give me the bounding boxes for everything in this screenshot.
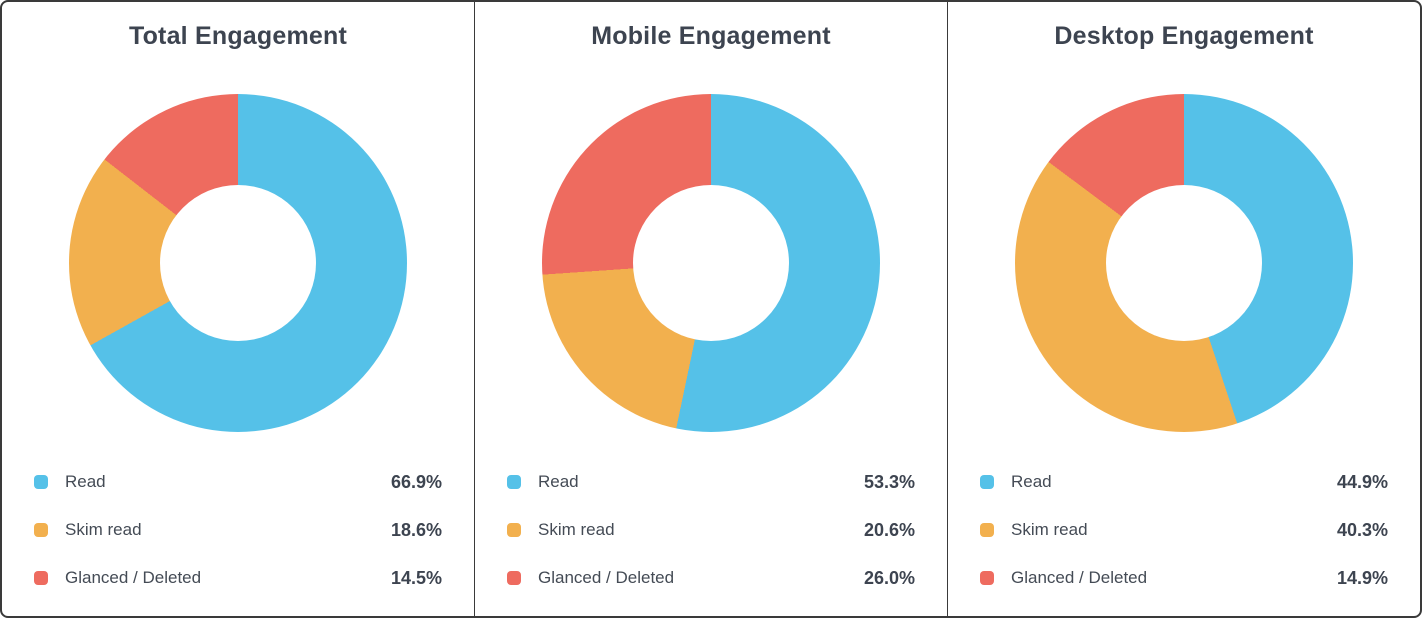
legend-value-skim-read: 18.6% bbox=[390, 519, 442, 540]
panel-total-engagement: Total Engagement Read 66.9% Skim read 18… bbox=[2, 2, 474, 616]
legend-desktop: Read 44.9% Skim read 40.3% Glanced / Del… bbox=[980, 458, 1388, 602]
legend-swatch-glanced-deleted-icon bbox=[507, 571, 521, 585]
panel-desktop-engagement: Desktop Engagement Read 44.9% Skim read … bbox=[947, 2, 1420, 616]
legend-row-read: Read 53.3% bbox=[507, 458, 915, 506]
chart-title-total: Total Engagement bbox=[128, 22, 348, 50]
legend-value-skim-read: 40.3% bbox=[1336, 519, 1388, 540]
legend-label-glanced-deleted: Glanced / Deleted bbox=[65, 568, 202, 587]
legend-value-glanced-deleted: 26.0% bbox=[863, 567, 915, 588]
donut-hole bbox=[1106, 185, 1262, 341]
legend-row-skim-read: Skim read 40.3% bbox=[980, 506, 1388, 554]
legend-row-glanced-deleted: Glanced / Deleted 14.5% bbox=[34, 554, 442, 602]
donut-chart-mobile bbox=[542, 94, 880, 432]
legend-total: Read 66.9% Skim read 18.6% Glanced / Del… bbox=[34, 458, 442, 602]
legend-swatch-read-icon bbox=[507, 475, 521, 489]
legend-row-skim-read: Skim read 20.6% bbox=[507, 506, 915, 554]
legend-label-read: Read bbox=[538, 472, 579, 491]
chart-title-desktop: Desktop Engagement bbox=[1054, 22, 1314, 50]
panel-mobile-engagement: Mobile Engagement Read 53.3% Skim read 2… bbox=[474, 2, 947, 616]
legend-swatch-skim-read-icon bbox=[507, 523, 521, 537]
donut-hole bbox=[633, 185, 789, 341]
legend-mobile: Read 53.3% Skim read 20.6% Glanced / Del… bbox=[507, 458, 915, 602]
legend-swatch-skim-read-icon bbox=[980, 523, 994, 537]
legend-value-read: 66.9% bbox=[390, 471, 442, 492]
legend-row-read: Read 44.9% bbox=[980, 458, 1388, 506]
legend-label-skim-read: Skim read bbox=[65, 520, 142, 539]
donut-chart-desktop bbox=[1015, 94, 1353, 432]
legend-value-read: 53.3% bbox=[863, 471, 915, 492]
legend-swatch-glanced-deleted-icon bbox=[980, 571, 994, 585]
legend-row-glanced-deleted: Glanced / Deleted 26.0% bbox=[507, 554, 915, 602]
legend-label-glanced-deleted: Glanced / Deleted bbox=[538, 568, 675, 587]
legend-label-skim-read: Skim read bbox=[538, 520, 615, 539]
legend-label-read: Read bbox=[65, 472, 106, 491]
legend-label-skim-read: Skim read bbox=[1011, 520, 1088, 539]
legend-value-glanced-deleted: 14.5% bbox=[390, 567, 442, 588]
legend-label-read: Read bbox=[1011, 472, 1052, 491]
donut-hole bbox=[160, 185, 316, 341]
legend-row-glanced-deleted: Glanced / Deleted 14.9% bbox=[980, 554, 1388, 602]
legend-value-glanced-deleted: 14.9% bbox=[1336, 567, 1388, 588]
legend-swatch-read-icon bbox=[34, 475, 48, 489]
legend-swatch-glanced-deleted-icon bbox=[34, 571, 48, 585]
chart-title-mobile: Mobile Engagement bbox=[591, 22, 831, 50]
legend-swatch-read-icon bbox=[980, 475, 994, 489]
legend-value-skim-read: 20.6% bbox=[863, 519, 915, 540]
legend-label-glanced-deleted: Glanced / Deleted bbox=[1011, 568, 1148, 587]
legend-value-read: 44.9% bbox=[1336, 471, 1388, 492]
legend-row-skim-read: Skim read 18.6% bbox=[34, 506, 442, 554]
legend-swatch-skim-read-icon bbox=[34, 523, 48, 537]
donut-chart-total bbox=[69, 94, 407, 432]
legend-row-read: Read 66.9% bbox=[34, 458, 442, 506]
